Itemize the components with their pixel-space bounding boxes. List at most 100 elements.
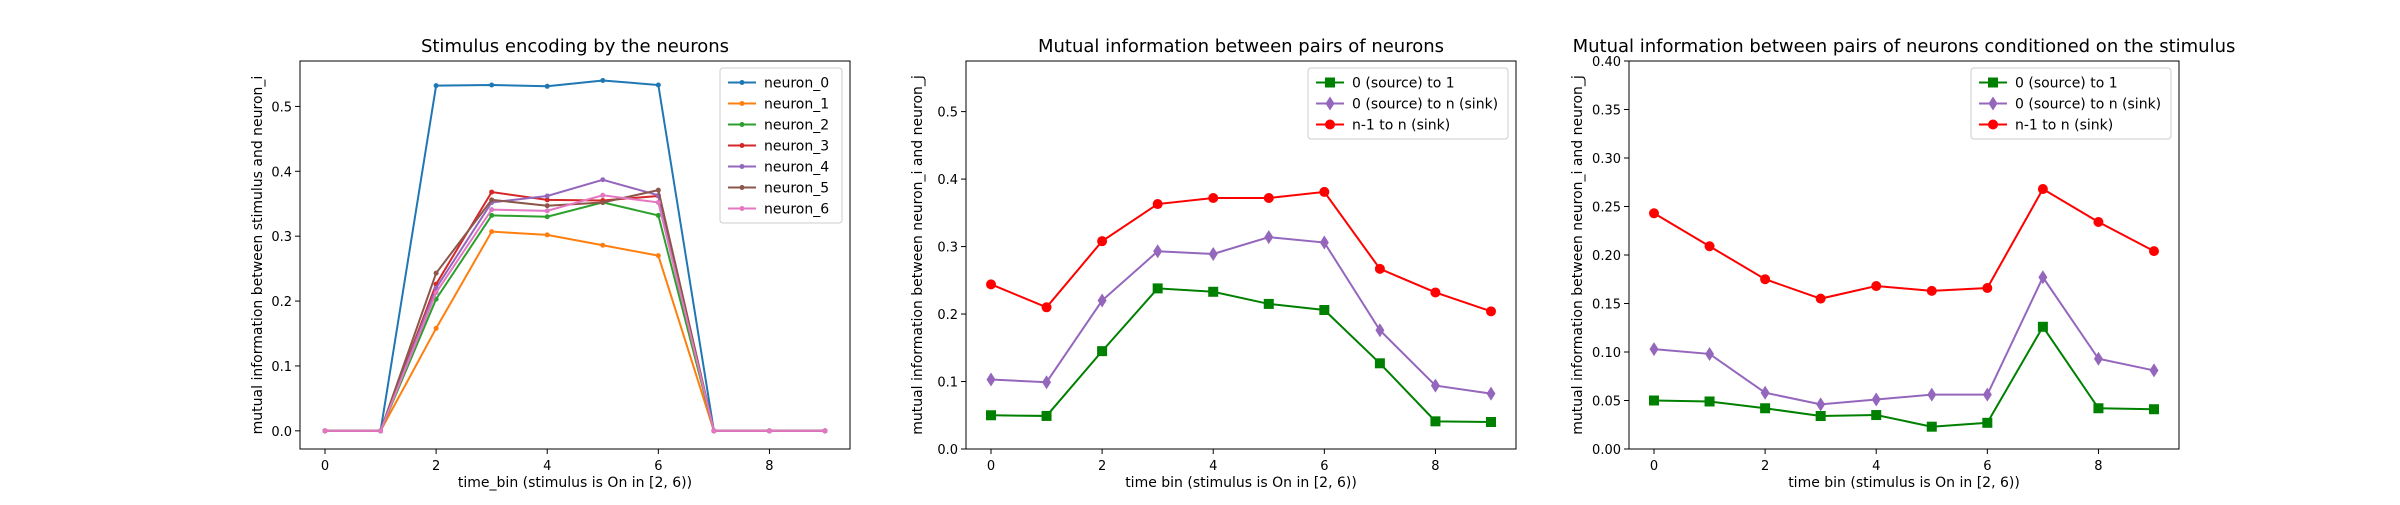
data-point (1871, 281, 1882, 292)
y-tick-label: 0.00 (1592, 443, 1621, 458)
data-point (544, 197, 550, 203)
x-tick-label: 0 (1650, 459, 1658, 474)
legend-swatch-marker (1988, 96, 1998, 111)
chart-title: Stimulus encoding by the neurons (421, 36, 729, 57)
data-point (433, 325, 439, 331)
chart-title: Mutual information between pairs of neur… (1038, 36, 1444, 57)
x-tick-label: 4 (543, 459, 551, 474)
y-tick-label: 0.4 (937, 173, 958, 188)
data-point (1374, 263, 1385, 274)
y-tick-label: 0.2 (271, 295, 292, 310)
series-line (1653, 275, 2155, 406)
y-tick-label: 0.15 (1592, 298, 1621, 313)
y-tick-label: 0.3 (271, 230, 292, 245)
data-point (1041, 410, 1052, 421)
data-point (1760, 403, 1771, 414)
legend-label: neuron_2 (764, 118, 829, 134)
chart-panel-pairwise-mi: Mutual information between pairs of neur… (910, 36, 1517, 491)
data-point (2093, 403, 2104, 414)
data-point (986, 279, 996, 290)
data-point (2149, 246, 2159, 257)
data-point (1375, 323, 1385, 338)
y-tick-label: 0.10 (1592, 346, 1621, 361)
legend-swatch-marker (739, 164, 745, 169)
y-tick-label: 0.5 (271, 100, 292, 115)
data-point (1649, 395, 1659, 406)
series-line (325, 194, 825, 432)
series-n-1-to-n-sink- (986, 186, 1496, 317)
data-point (600, 242, 606, 248)
series-line (990, 236, 1492, 395)
data-point (544, 193, 550, 199)
legend-swatch-marker (739, 206, 745, 211)
data-point (1760, 385, 1770, 400)
x-axis-label: time bin (stimulus is On in [2, 6)) (1125, 475, 1357, 491)
series-0-source-to-n-sink- (986, 230, 1496, 401)
data-point (1704, 396, 1715, 407)
x-tick-label: 4 (1209, 459, 1217, 474)
data-point (1263, 192, 1274, 203)
data-point (1982, 417, 1993, 428)
legend-swatch-marker (739, 143, 745, 148)
y-tick-label: 0.20 (1592, 249, 1621, 264)
data-point (544, 83, 550, 89)
data-point (489, 82, 495, 88)
x-tick-label: 8 (765, 459, 773, 474)
chart-panel-stimulus-encoding: Stimulus encoding by the neurons time_bi… (250, 36, 851, 491)
data-point (1871, 410, 1882, 421)
y-tick-label: 0.40 (1592, 55, 1621, 70)
data-point (1760, 274, 1771, 285)
series-line (990, 287, 1492, 424)
legend-box (1307, 67, 1509, 140)
y-axis-label: mutual information between neuron_i and … (910, 75, 926, 435)
legend-label: n-1 to n (sink) (2015, 118, 2113, 134)
data-point (655, 253, 661, 259)
legend-label: neuron_4 (764, 160, 829, 176)
series-line (1653, 324, 2155, 428)
data-point (600, 77, 606, 83)
legend-swatch-marker (1988, 119, 1998, 130)
x-tick-label: 6 (1983, 459, 1991, 474)
data-point (1264, 230, 1274, 245)
data-point (2037, 321, 2048, 332)
data-point (1486, 386, 1496, 401)
data-point (655, 82, 661, 88)
data-point (1153, 244, 1163, 259)
data-point (1097, 293, 1107, 308)
plot-frame (965, 60, 1517, 450)
data-point (1982, 387, 1992, 402)
data-point (1319, 304, 1330, 315)
series-line (1653, 187, 2155, 300)
data-point (489, 229, 495, 235)
data-point (2149, 363, 2159, 378)
legend-label: 0 (source) to 1 (2015, 76, 2118, 92)
data-point (600, 177, 606, 183)
legend-label: neuron_0 (764, 76, 829, 92)
data-point (1705, 346, 1715, 361)
series-0-source-to-1 (1649, 321, 2159, 432)
data-point (1319, 235, 1329, 250)
legend-swatch-marker (739, 80, 745, 85)
data-point (2149, 404, 2159, 415)
legend-label: n-1 to n (sink) (1352, 118, 1450, 134)
data-point (1982, 282, 1993, 293)
legend: neuron_0 neuron_1 neuron_2 neuron_3 neuron_4… (719, 67, 843, 224)
data-point (1430, 416, 1441, 427)
data-point (1926, 421, 1937, 432)
data-point (1208, 192, 1219, 203)
data-point (1319, 186, 1330, 197)
legend-swatch-marker (1325, 96, 1335, 111)
legend-label: 0 (source) to n (sink) (2015, 97, 2161, 113)
data-point (600, 192, 606, 198)
data-point (433, 270, 439, 276)
x-axis-label: time_bin (stimulus is On in [2, 6)) (458, 475, 692, 491)
data-point (1430, 378, 1440, 393)
data-point (544, 232, 550, 238)
series-n-1-to-n-sink- (1649, 184, 2159, 304)
data-point (1208, 286, 1219, 297)
y-axis-label: mutual information between neuron_i and … (1570, 75, 1586, 435)
data-point (489, 189, 495, 195)
data-point (1649, 342, 1659, 357)
legend-box (1970, 67, 2172, 140)
